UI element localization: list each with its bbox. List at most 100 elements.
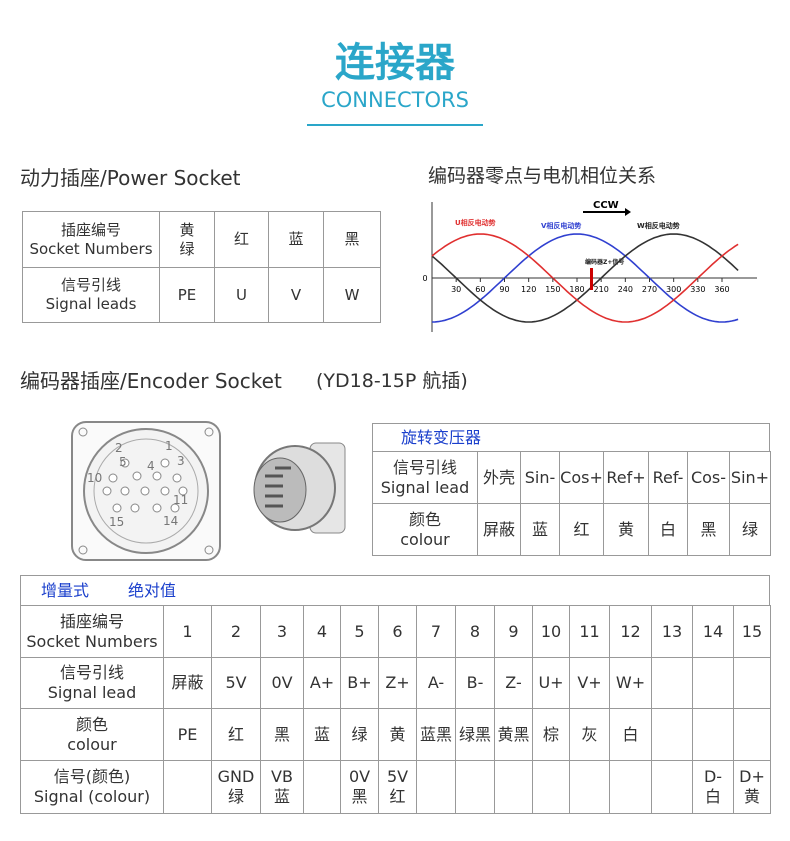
hole (78, 427, 88, 437)
cell: W+ (609, 657, 652, 709)
cell: 红 (211, 708, 261, 761)
cell (733, 708, 771, 761)
cell: 插座编号 Socket Numbers (22, 211, 160, 268)
pin-label: 5 (119, 455, 127, 469)
pin-label: 14 (163, 514, 178, 528)
cell: Sin- (520, 451, 560, 504)
cell (692, 708, 734, 761)
cell (416, 760, 456, 814)
cell: A- (416, 657, 456, 709)
section-title: 编码器插座/Encoder Socket (20, 369, 282, 393)
section-title: 编码器零点与电机相位关系 (428, 165, 657, 187)
cell: Z+ (378, 657, 417, 709)
cell: 黑 (687, 503, 730, 556)
hole (204, 545, 214, 555)
section-title: 动力插座/Power Socket (20, 166, 241, 190)
cell: 1 (163, 605, 212, 658)
x-tick-label: 300 (666, 285, 681, 294)
cell: 屏蔽 (477, 503, 521, 556)
pin-label: 10 (87, 471, 102, 485)
cell: 0V 黑 (340, 760, 379, 814)
cell: PE (159, 267, 215, 323)
cell: 6 (378, 605, 417, 658)
x-tick-label: 60 (475, 285, 485, 294)
cell: 黑 (323, 211, 381, 268)
cell: 屏蔽 (163, 657, 212, 709)
cell: 绿 (340, 708, 379, 761)
cell: D- 白 (692, 760, 734, 814)
table: 信号引线 Signal lead 外壳 Sin- Cos+ Ref+ Ref- Cos- Si… (372, 451, 771, 556)
cell: 14 (692, 605, 734, 658)
cell (303, 760, 341, 814)
x-tick-label: 150 (545, 285, 560, 294)
pin-label: 2 (115, 441, 123, 455)
connector-drawing: 1 2 3 4 5 10 11 14 15 (71, 421, 346, 561)
cell: 0V (260, 657, 304, 709)
curve-label: W相反电动势 (637, 221, 680, 230)
cell: V+ (569, 657, 610, 709)
cell: Ref+ (603, 451, 649, 504)
origin-label: 0 (422, 274, 427, 283)
cell (455, 760, 495, 814)
cell: GND 绿 (211, 760, 261, 814)
cell: 插座编号 Socket Numbers (20, 605, 164, 658)
curve-label: U相反电动势 (455, 218, 496, 227)
cell: VB 蓝 (260, 760, 304, 814)
divider (307, 124, 483, 126)
cell: 信号引线 Signal lead (372, 451, 478, 504)
cell: 绿黑 (455, 708, 495, 761)
cell: 绿 (729, 503, 771, 556)
signal-label: 编码器Z+信号 (585, 258, 624, 266)
header-label: 绝对值 (128, 581, 177, 600)
phase-chart: 0 CCW U相反电动势 V相反电动势 W相反电动势 编码器Z+信号 30 60 9… (422, 200, 757, 332)
cell: Sin+ (729, 451, 771, 504)
phase-curve (431, 233, 739, 323)
cell: W (323, 267, 381, 323)
table: 插座编号 Socket Numbers 黄 绿红蓝黑信号引线 Signal lea… (22, 211, 381, 323)
cell (494, 760, 533, 814)
cell: 信号(颜色) Signal (colour) (20, 760, 164, 814)
cell: 13 (651, 605, 693, 658)
cell: 红 (214, 211, 269, 268)
pin-label: 15 (109, 515, 124, 529)
cell (569, 760, 610, 814)
cell: Z- (494, 657, 533, 709)
pin-label: 3 (177, 454, 185, 468)
cell: 15 (733, 605, 771, 658)
title: 连接器 (335, 40, 455, 86)
phase-curve (431, 233, 739, 323)
cell: 7 (416, 605, 456, 658)
cell: U+ (532, 657, 570, 709)
cell: 信号引线 Signal leads (22, 267, 160, 323)
cell: 红 (559, 503, 604, 556)
cell (733, 657, 771, 709)
cell: 棕 (532, 708, 570, 761)
cell: V (268, 267, 324, 323)
cell: 蓝 (520, 503, 560, 556)
x-tick-label: 30 (451, 285, 461, 294)
pin-label: 11 (173, 493, 188, 507)
arrow-head (625, 208, 631, 216)
cell: 黄 (603, 503, 649, 556)
cell: 5V (211, 657, 261, 709)
pin-label: 4 (147, 459, 155, 473)
cell: 3 (260, 605, 304, 658)
cell: A+ (303, 657, 341, 709)
cell: 蓝 (268, 211, 324, 268)
pins (102, 458, 188, 513)
cell: B+ (340, 657, 379, 709)
cell: 4 (303, 605, 341, 658)
phase-curve (431, 233, 739, 323)
cell: 外壳 (477, 451, 521, 504)
cell: 白 (648, 503, 688, 556)
cell: 颜色 colour (20, 708, 164, 761)
header-label: 增量式 (41, 581, 90, 600)
cell: B- (455, 657, 495, 709)
cell: 灰 (569, 708, 610, 761)
section-note: (YD18-15P 航插) (316, 370, 468, 392)
cell: Ref- (648, 451, 688, 504)
cell: 5V 红 (378, 760, 417, 814)
cell (692, 657, 734, 709)
x-tick-label: 240 (618, 285, 633, 294)
